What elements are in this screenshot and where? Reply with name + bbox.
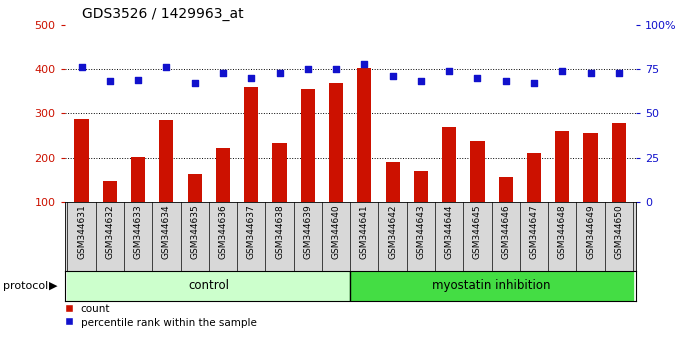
Point (500, 79, 511, 84)
Text: GSM344648: GSM344648 (558, 205, 566, 259)
Point (359, 61, 370, 67)
Text: GSM344631: GSM344631 (77, 205, 86, 259)
Bar (329, 83, 343, 246)
Text: GSM344633: GSM344633 (134, 205, 143, 259)
Bar (244, 87, 258, 246)
Text: control: control (188, 279, 229, 292)
Text: GSM344645: GSM344645 (473, 205, 482, 259)
Bar (131, 156, 146, 246)
Point (330, 66, 341, 72)
Point (415, 79, 426, 84)
Point (472, 75, 483, 81)
Bar (188, 174, 202, 246)
Text: GSM344636: GSM344636 (218, 205, 227, 259)
Point (444, 68, 455, 74)
Bar (442, 126, 456, 246)
Text: protocol: protocol (3, 281, 49, 291)
Bar (583, 133, 598, 246)
Text: GSM344639: GSM344639 (303, 205, 312, 259)
Text: GSM344634: GSM344634 (162, 205, 171, 259)
Text: myostatin inhibition: myostatin inhibition (432, 279, 551, 292)
Bar (216, 148, 230, 246)
Text: GSM344635: GSM344635 (190, 205, 199, 259)
Bar (159, 120, 173, 246)
Point (161, 64, 172, 70)
Text: ▶: ▶ (50, 281, 58, 291)
Text: GSM344637: GSM344637 (247, 205, 256, 259)
Point (528, 80, 539, 86)
Bar (357, 68, 371, 246)
Bar (75, 119, 88, 246)
Text: GSM344650: GSM344650 (614, 205, 624, 259)
Bar (386, 162, 400, 246)
Text: GSM344643: GSM344643 (416, 205, 426, 259)
Point (133, 77, 143, 82)
Point (218, 70, 228, 75)
Point (105, 79, 116, 84)
Point (189, 80, 200, 86)
Text: GSM344640: GSM344640 (332, 205, 341, 259)
Text: GSM344632: GSM344632 (105, 205, 114, 259)
Bar (471, 141, 485, 246)
Bar (498, 177, 513, 246)
Bar (555, 131, 569, 246)
Text: GSM344641: GSM344641 (360, 205, 369, 259)
Point (585, 70, 596, 75)
Point (303, 66, 313, 72)
Legend: count, percentile rank within the sample: count, percentile rank within the sample (63, 304, 256, 327)
Text: GSM344638: GSM344638 (275, 205, 284, 259)
Text: GSM344644: GSM344644 (445, 205, 454, 259)
Text: GSM344649: GSM344649 (586, 205, 595, 259)
Text: GSM344646: GSM344646 (501, 205, 510, 259)
Text: GDS3526 / 1429963_at: GDS3526 / 1429963_at (82, 7, 243, 21)
Point (76, 64, 87, 70)
Bar (301, 89, 315, 246)
Bar (414, 171, 428, 246)
Text: GSM344647: GSM344647 (530, 205, 539, 259)
Text: GSM344642: GSM344642 (388, 205, 397, 259)
Point (613, 70, 624, 75)
Point (245, 75, 256, 81)
Point (557, 68, 568, 74)
Point (387, 73, 398, 79)
Point (274, 70, 285, 75)
Bar (103, 181, 117, 246)
Bar (527, 153, 541, 246)
Bar (612, 123, 626, 246)
Bar (273, 143, 286, 246)
